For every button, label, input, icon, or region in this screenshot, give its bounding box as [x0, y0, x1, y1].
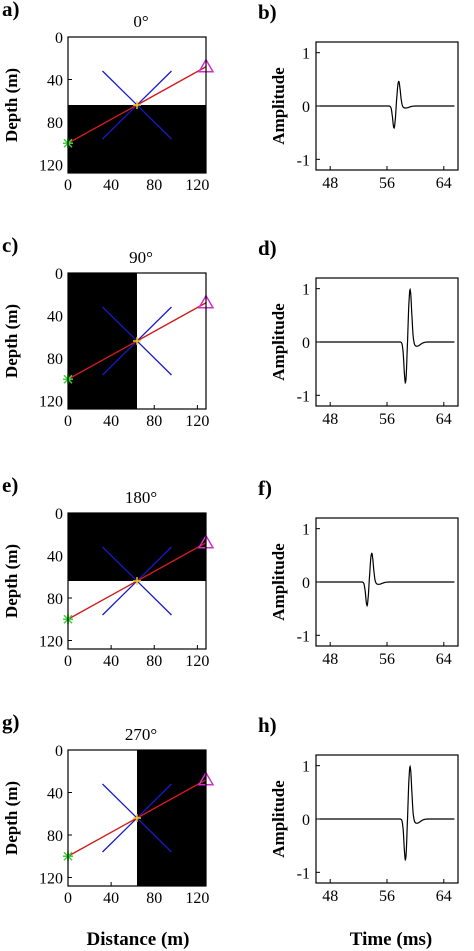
y-tick-label: 80 — [47, 115, 63, 132]
x-tick-label: 64 — [436, 651, 452, 668]
plot-frame — [67, 272, 207, 410]
x-tick-label: 64 — [436, 888, 452, 905]
y-tick-label: 0 — [55, 506, 63, 523]
chart-title: 0° — [133, 12, 148, 31]
x-tick-label: 48 — [322, 175, 338, 192]
y-tick-label: 120 — [39, 158, 63, 175]
y-tick-label: 0 — [55, 30, 63, 47]
panel-label: g) — [2, 710, 20, 734]
y-tick-label: 120 — [39, 871, 63, 888]
y-tick-label: 80 — [47, 351, 63, 368]
anomaly-region — [137, 750, 206, 886]
plot-frame — [67, 36, 207, 174]
chart-title: 270° — [125, 725, 157, 744]
waveform-trace — [319, 764, 455, 862]
anomaly-region — [68, 273, 137, 409]
y-tick-label: 120 — [39, 394, 63, 411]
y-axis-label: Depth (m) — [2, 304, 21, 378]
panel-label: h) — [258, 713, 277, 737]
panel-label: d) — [258, 236, 277, 260]
center-mark — [133, 577, 141, 585]
y-tick-label: 0 — [55, 743, 63, 760]
chart-title: 180° — [125, 488, 157, 507]
y-tick-label: 1 — [302, 522, 310, 539]
y-tick-label: 0 — [302, 335, 310, 352]
chart-title: 90° — [129, 248, 153, 267]
panel-label: a) — [2, 0, 20, 21]
y-tick-label: 80 — [47, 591, 63, 608]
x-tick-label: 40 — [103, 890, 119, 907]
y-axis-label: Amplitude — [269, 303, 288, 381]
x-axis-label-distance: Distance (m) — [87, 929, 190, 950]
x-tick-label: 40 — [103, 653, 119, 670]
x-tick-label: 0 — [64, 653, 72, 670]
center-mark — [133, 337, 141, 345]
x-tick-label: 120 — [185, 653, 209, 670]
y-axis-label: Depth (m) — [2, 781, 21, 855]
y-tick-label: 80 — [47, 828, 63, 845]
y-tick-label: 0 — [302, 575, 310, 592]
y-tick-label: 40 — [47, 786, 63, 803]
x-tick-label: 0 — [64, 890, 72, 907]
y-tick-label: -1 — [297, 865, 310, 882]
x-tick-label: 40 — [103, 413, 119, 430]
anomaly-region — [68, 105, 206, 173]
y-axis-label: Amplitude — [269, 67, 288, 145]
waveform-trace — [319, 80, 455, 130]
x-tick-label: 120 — [185, 890, 209, 907]
y-tick-label: 0 — [302, 99, 310, 116]
panel-label: c) — [2, 233, 18, 257]
x-tick-label: 64 — [436, 411, 452, 428]
y-tick-label: 1 — [302, 759, 310, 776]
x-tick-label: 80 — [146, 177, 162, 194]
y-tick-label: -1 — [297, 628, 310, 645]
y-tick-label: 0 — [302, 812, 310, 829]
center-mark — [133, 101, 141, 109]
plot-frame — [67, 749, 207, 887]
y-tick-label: 40 — [47, 73, 63, 90]
y-axis-label: Amplitude — [269, 543, 288, 621]
x-tick-label: 120 — [185, 177, 209, 194]
panel-label: b) — [258, 0, 277, 24]
x-tick-label: 80 — [146, 890, 162, 907]
y-tick-label: 0 — [55, 266, 63, 283]
x-tick-label: 56 — [379, 175, 395, 192]
y-tick-label: 40 — [47, 309, 63, 326]
y-tick-label: 1 — [302, 46, 310, 63]
x-axis-label-time: Time (ms) — [350, 929, 433, 950]
x-tick-label: 0 — [64, 413, 72, 430]
x-tick-label: 80 — [146, 653, 162, 670]
x-tick-label: 80 — [146, 413, 162, 430]
x-tick-label: 64 — [436, 175, 452, 192]
panel-label: e) — [2, 473, 18, 497]
center-mark — [133, 814, 141, 822]
x-tick-label: 48 — [322, 411, 338, 428]
x-tick-label: 56 — [379, 651, 395, 668]
waveform-trace — [319, 287, 455, 385]
x-tick-label: 120 — [185, 413, 209, 430]
anomaly-region — [68, 513, 206, 581]
y-tick-label: 40 — [47, 549, 63, 566]
y-tick-label: -1 — [297, 152, 310, 169]
x-tick-label: 56 — [379, 888, 395, 905]
x-tick-label: 48 — [322, 651, 338, 668]
x-tick-label: 40 — [103, 177, 119, 194]
x-tick-label: 0 — [64, 177, 72, 194]
y-tick-label: 1 — [302, 282, 310, 299]
plot-frame — [67, 512, 207, 650]
panel-label: f) — [258, 476, 272, 500]
y-tick-label: -1 — [297, 388, 310, 405]
x-tick-label: 48 — [322, 888, 338, 905]
waveform-trace — [319, 552, 455, 608]
y-axis-label: Amplitude — [269, 780, 288, 858]
x-tick-label: 56 — [379, 411, 395, 428]
y-axis-label: Depth (m) — [2, 68, 21, 142]
y-axis-label: Depth (m) — [2, 544, 21, 618]
y-tick-label: 120 — [39, 634, 63, 651]
